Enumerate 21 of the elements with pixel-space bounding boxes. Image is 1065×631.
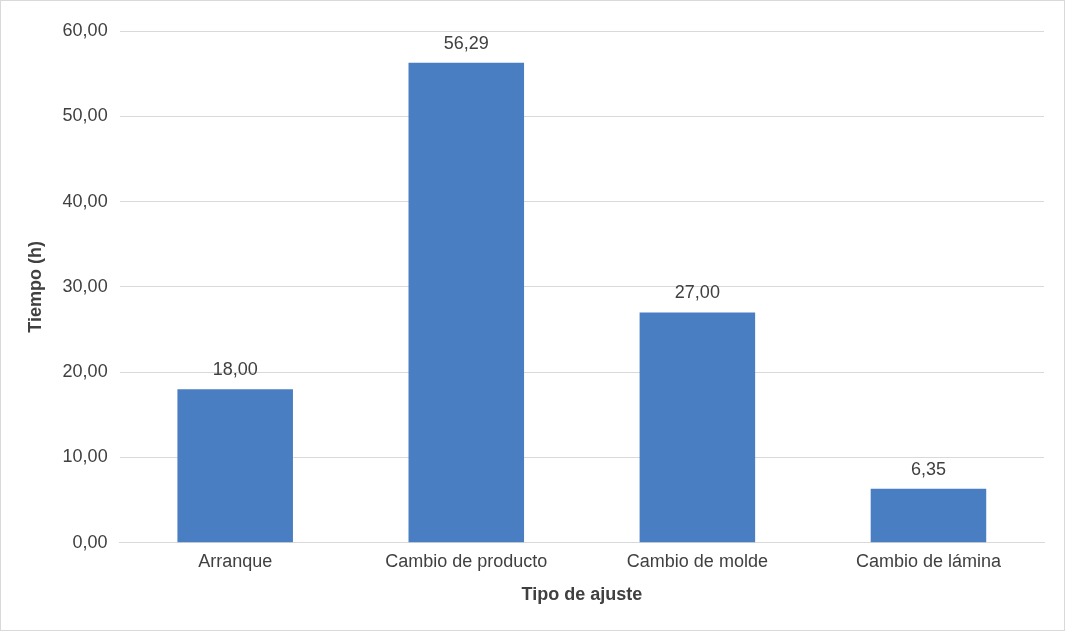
y-tick-label: 20,00 [62,361,108,382]
data-label: 56,29 [443,32,489,53]
y-axis-title: Tiempo (h) [24,241,45,333]
data-label: 6,35 [910,458,946,479]
bar [177,389,293,543]
bar [408,62,525,543]
bar [870,488,987,543]
data-label: 27,00 [674,282,720,303]
y-tick-label: 10,00 [62,446,108,467]
y-tick-label: 60,00 [62,19,108,40]
y-tick-label: 40,00 [62,190,108,211]
x-tick-label: Cambio de lámina [855,550,1002,571]
y-tick-label: 30,00 [62,275,108,296]
x-tick-label: Arranque [198,550,273,571]
x-axis-title: Tipo de ajuste [521,584,643,605]
y-tick-label: 50,00 [62,105,108,126]
data-label: 18,00 [212,359,258,380]
x-tick-label: Cambio de producto [385,550,548,571]
x-tick-label: Cambio de molde [626,550,768,571]
y-tick-label: 0,00 [72,531,108,552]
bar [639,312,756,543]
